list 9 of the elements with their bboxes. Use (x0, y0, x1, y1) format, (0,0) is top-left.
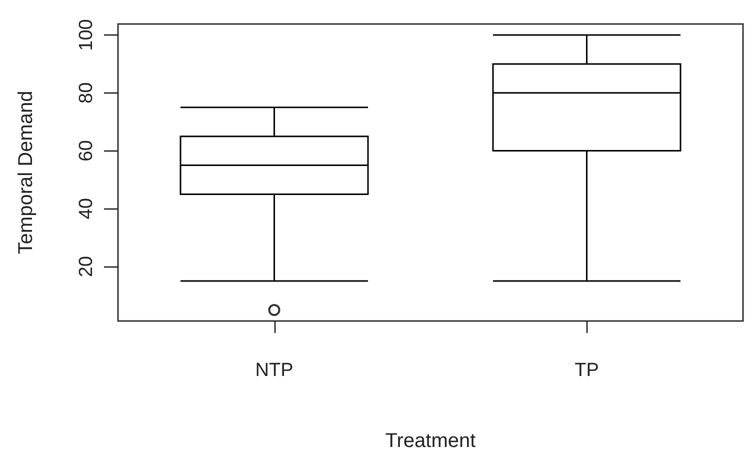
y-tick-label: 80 (76, 82, 97, 104)
y-tick-label: 100 (76, 19, 97, 51)
y-tick-label: 40 (76, 198, 97, 220)
x-tick-label: NTP (255, 360, 294, 381)
x-tick-label: TP (574, 360, 599, 381)
y-tick-label: 20 (76, 256, 97, 278)
y-axis-title: Temporal Demand (15, 90, 37, 254)
x-axis-title: Treatment (385, 430, 476, 452)
y-tick-label: 60 (76, 140, 97, 162)
